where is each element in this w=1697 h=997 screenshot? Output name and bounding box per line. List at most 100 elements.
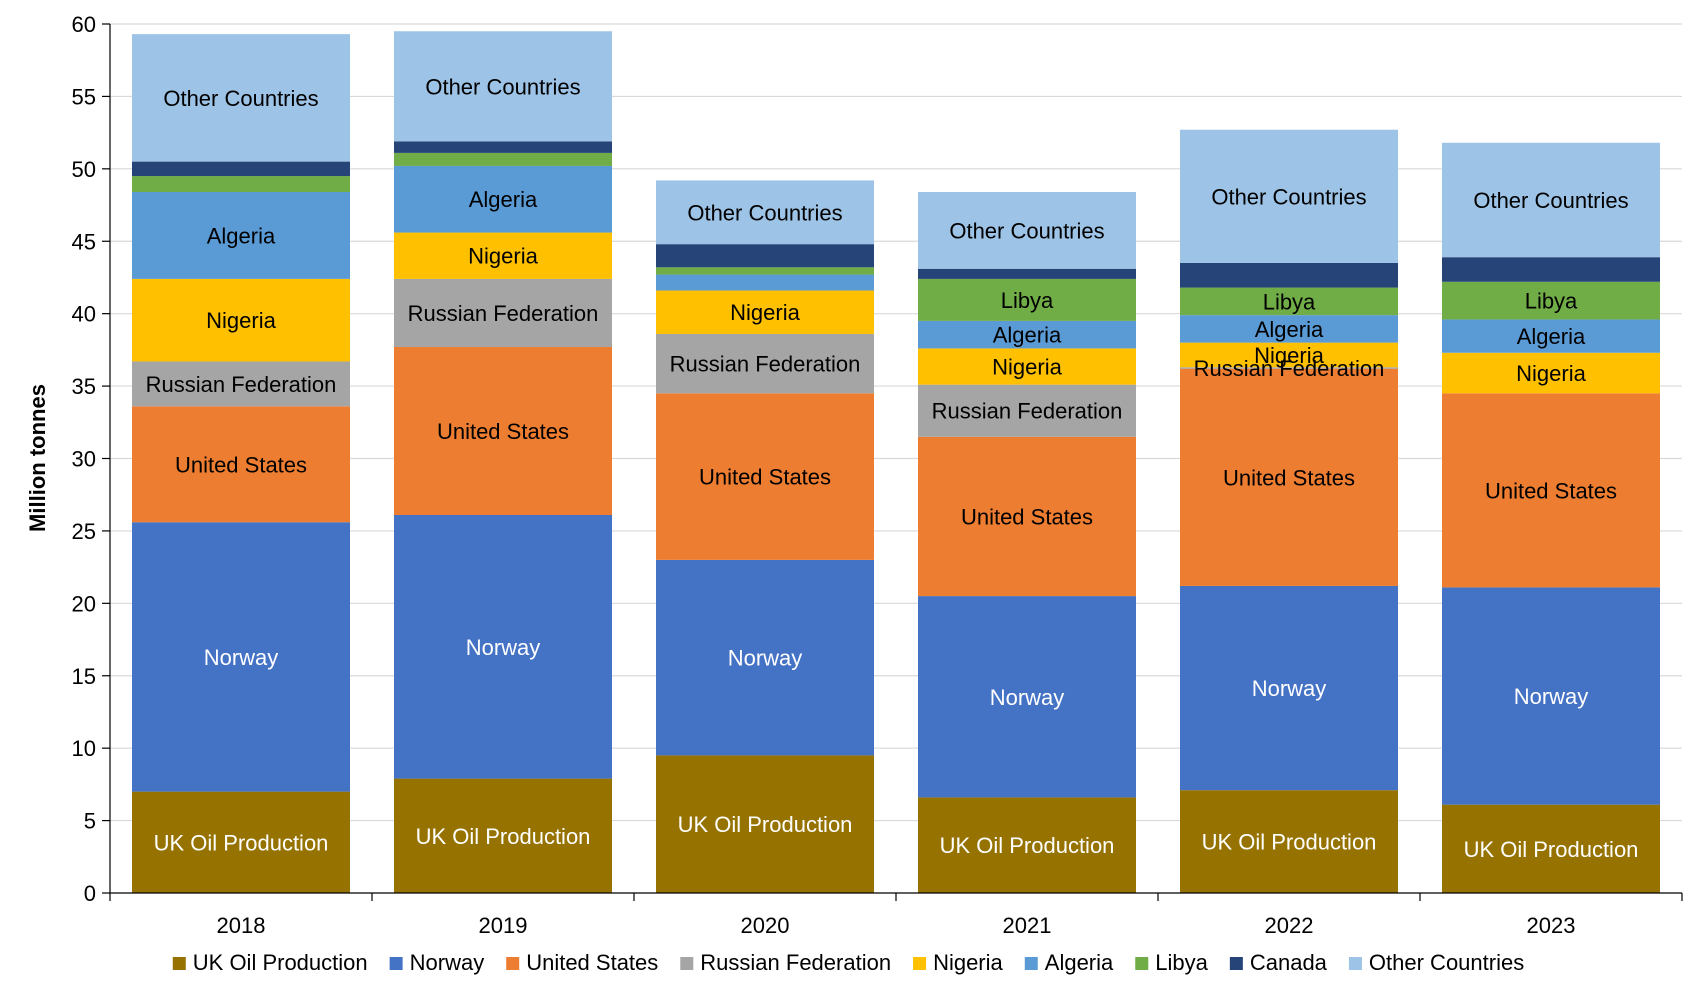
- y-tick-label: 60: [72, 12, 96, 37]
- segment-label: United States: [437, 419, 569, 444]
- segment-label: Russian Federation: [1194, 356, 1385, 381]
- segment-label: Libya: [1001, 288, 1054, 313]
- bar-segment: [394, 152, 612, 166]
- legend-label: Russian Federation: [700, 950, 891, 975]
- y-tick-labels: 0 5 10 15 20 25 30 35 40 45 50 55 60: [72, 12, 96, 906]
- segment-label: Algeria: [1255, 317, 1324, 342]
- segment-label: Nigeria: [206, 308, 276, 333]
- legend-label: Canada: [1250, 950, 1328, 975]
- y-tick-label: 10: [72, 736, 96, 761]
- bar-segment: [394, 278, 612, 347]
- bar-segment: [656, 559, 874, 756]
- segment-label: UK Oil Production: [940, 833, 1115, 858]
- bar-segment: [132, 791, 350, 893]
- y-tick-label: 30: [72, 447, 96, 472]
- bar-segment: [656, 755, 874, 893]
- bar-segment: [656, 393, 874, 560]
- segment-label: United States: [175, 452, 307, 477]
- legend-label: Nigeria: [933, 950, 1003, 975]
- bar-segment: [918, 797, 1136, 893]
- legend-swatch: [680, 957, 694, 970]
- segment-label: Libya: [1263, 289, 1316, 314]
- legend-label: Algeria: [1045, 950, 1114, 975]
- segment-label: Russian Federation: [408, 301, 599, 326]
- segment-label: Norway: [1514, 684, 1589, 709]
- segment-label: Nigeria: [1516, 361, 1586, 386]
- y-axis-title: Million tonnes: [25, 384, 50, 532]
- segment-labels: UK Oil Production Norway United States Russ…: [146, 74, 1639, 862]
- legend-swatch: [1135, 957, 1149, 970]
- legend-label: Norway: [410, 950, 485, 975]
- bar-segment: [394, 346, 612, 515]
- bar-segment: [918, 192, 1136, 269]
- x-tick-label: 2022: [1265, 913, 1314, 938]
- bar-segment: [918, 596, 1136, 798]
- legend-swatch: [389, 957, 403, 970]
- legend-item: Canada: [1229, 950, 1328, 975]
- segment-label: Algeria: [993, 323, 1062, 348]
- legend-item: Russian Federation: [680, 950, 891, 975]
- segment-label: Other Countries: [163, 86, 318, 111]
- legend-swatch: [172, 957, 186, 970]
- bar-segment: [132, 176, 350, 193]
- segment-label: Algeria: [207, 223, 276, 248]
- bar-segment: [394, 31, 612, 142]
- bar-segment: [1180, 367, 1398, 369]
- legend-swatch: [913, 957, 927, 970]
- y-tick-label: 20: [72, 591, 96, 616]
- legend-swatch: [1229, 957, 1243, 970]
- bar-segment: [1442, 319, 1660, 353]
- y-tick-label: 40: [72, 302, 96, 327]
- bar-segment: [132, 192, 350, 279]
- legend-item: Algeria: [1024, 950, 1114, 975]
- segment-label: United States: [699, 465, 831, 490]
- segment-label: Nigeria: [730, 300, 800, 325]
- legend-item: Libya: [1135, 950, 1209, 975]
- bar-segment: [394, 232, 612, 279]
- bar-segment: [918, 384, 1136, 437]
- bar-segment: [132, 406, 350, 523]
- segment-label: Norway: [728, 646, 803, 671]
- bar-segment: [918, 436, 1136, 597]
- bar-segment: [1442, 393, 1660, 588]
- segment-label: Nigeria: [1254, 343, 1324, 368]
- segment-label: UK Oil Production: [1464, 837, 1639, 862]
- legend-swatch: [1348, 957, 1362, 970]
- bar-segment: [1442, 281, 1660, 320]
- bar-segment: [1180, 315, 1398, 343]
- segment-label: Libya: [1525, 289, 1578, 314]
- bar-segment: [918, 268, 1136, 279]
- bar-segment: [394, 141, 612, 153]
- segment-label: Other Countries: [1473, 188, 1628, 213]
- segment-label: Algeria: [469, 187, 538, 212]
- bar-segment: [918, 320, 1136, 349]
- segment-label: Norway: [990, 685, 1065, 710]
- legend-label: Other Countries: [1369, 950, 1524, 975]
- bar-segment: [656, 180, 874, 245]
- legend-item: UK Oil Production: [172, 950, 368, 975]
- segment-label: Algeria: [1517, 324, 1586, 349]
- legend-item: Norway: [389, 950, 485, 975]
- bar-segment: [132, 161, 350, 177]
- bar-segment: [656, 244, 874, 268]
- y-tick-label: 55: [72, 84, 96, 109]
- bar-segment: [394, 165, 612, 233]
- y-tick-label: 25: [72, 519, 96, 544]
- segment-label: Other Countries: [425, 74, 580, 99]
- segment-label: Russian Federation: [932, 399, 1123, 424]
- y-tick-label: 50: [72, 157, 96, 182]
- bar-segment: [1180, 368, 1398, 586]
- x-tick-label: 2020: [741, 913, 790, 938]
- segment-label: Norway: [1252, 676, 1327, 701]
- x-tick-label: 2019: [479, 913, 528, 938]
- segment-label: United States: [1223, 465, 1355, 490]
- y-tick-label: 35: [72, 374, 96, 399]
- axes: [102, 23, 1683, 901]
- bar-segment: [1442, 804, 1660, 893]
- x-tick-labels: 2018 2019 2020 2021 2022 2023: [217, 913, 1576, 938]
- x-tick-label: 2018: [217, 913, 266, 938]
- bar-segment: [1180, 287, 1398, 316]
- segment-label: UK Oil Production: [678, 812, 853, 837]
- legend-swatch: [1024, 957, 1038, 970]
- y-tick-label: 15: [72, 664, 96, 689]
